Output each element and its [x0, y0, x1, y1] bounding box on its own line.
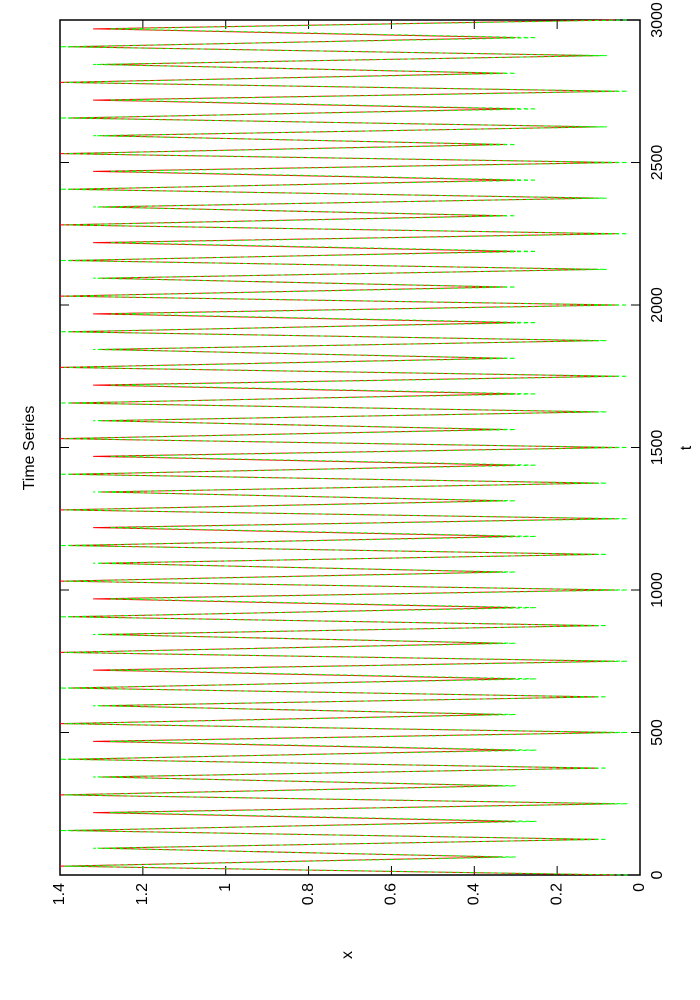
x-tick-label: 1500 [649, 430, 666, 466]
y-tick-label: 0 [631, 883, 648, 892]
y-tick-label: 0.8 [300, 883, 317, 905]
y-axis-label: x [339, 951, 356, 959]
x-tick-label: 0 [649, 870, 666, 879]
y-tick-label: 1.2 [134, 883, 151, 905]
x-tick-label: 2000 [649, 287, 666, 323]
y-tick-label: 0.4 [466, 883, 483, 905]
x-axis-label: t [678, 445, 695, 450]
y-tick-label: 1.4 [51, 883, 68, 905]
x-tick-label: 2500 [649, 145, 666, 181]
x-tick-label: 3000 [649, 2, 666, 38]
x-tick-label: 500 [649, 719, 666, 746]
y-tick-label: 0.2 [548, 883, 565, 905]
y-tick-label: 0.6 [383, 883, 400, 905]
x-tick-label: 1000 [649, 572, 666, 608]
chart-title: Time Series [21, 406, 38, 491]
plot-group: Time Series t x 0 500 1000 1500 2000 2500 3000… [21, 2, 695, 959]
y-tick-label: 1 [217, 883, 234, 892]
